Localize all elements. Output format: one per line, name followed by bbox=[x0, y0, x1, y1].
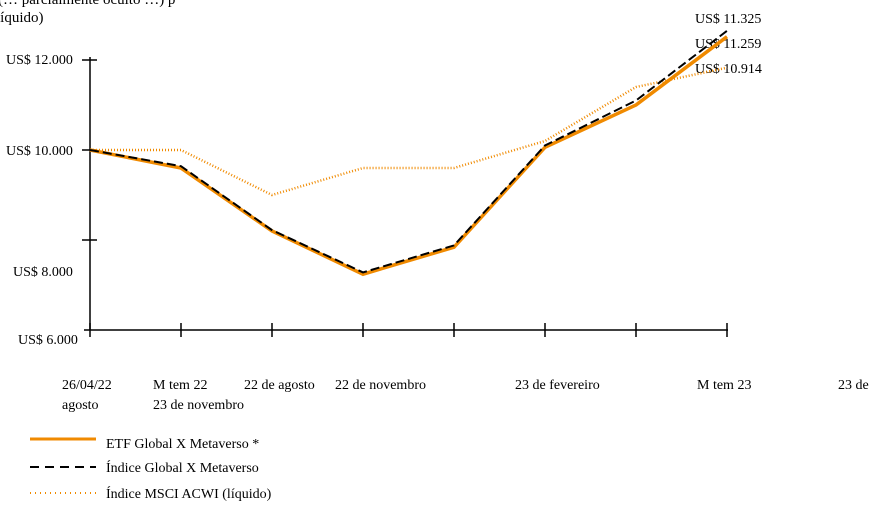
x-tick-label: 22 de agosto bbox=[244, 378, 315, 393]
x-tick-label: 26/04/22 bbox=[62, 378, 112, 393]
chart-title-line-1: (… parcialmente oculto …) p bbox=[0, 0, 175, 8]
legend-label: Índice MSCI ACWI (líquido) bbox=[106, 485, 272, 502]
legend: ETF Global X Metaverso * Índice Global X… bbox=[30, 437, 272, 502]
legend-label: ETF Global X Metaverso * bbox=[106, 437, 259, 452]
y-tick-label: US$ 6.000 bbox=[18, 333, 78, 348]
x-tick-label: M tem 23 bbox=[697, 378, 751, 393]
series-line-indice-metaverso bbox=[89, 30, 728, 274]
series-group bbox=[89, 30, 729, 277]
chart-title-line-2: líquido) bbox=[0, 10, 44, 26]
end-value-label: US$ 11.259 bbox=[695, 37, 761, 52]
y-tick-label: US$ 10.000 bbox=[6, 144, 73, 159]
end-value-label: US$ 11.325 bbox=[695, 12, 761, 27]
y-tick-label: US$ 12.000 bbox=[6, 53, 73, 68]
x-tick-label: 23 de novembro bbox=[153, 398, 244, 413]
end-value-label: US$ 10.914 bbox=[695, 62, 762, 77]
x-tick-label: 23 de bbox=[838, 378, 869, 393]
legend-label: Índice Global X Metaverso bbox=[106, 459, 259, 476]
series-line-etf-metaverso bbox=[89, 35, 729, 277]
x-tick-label: 22 de novembro bbox=[335, 378, 426, 393]
x-tick-label: 23 de fevereiro bbox=[515, 378, 600, 393]
x-tick-label: agosto bbox=[62, 398, 99, 413]
series-line-msci-acwi bbox=[90, 66, 728, 197]
y-tick-label: US$ 8.000 bbox=[13, 265, 73, 280]
x-tick-label: M tem 22 bbox=[153, 378, 207, 393]
